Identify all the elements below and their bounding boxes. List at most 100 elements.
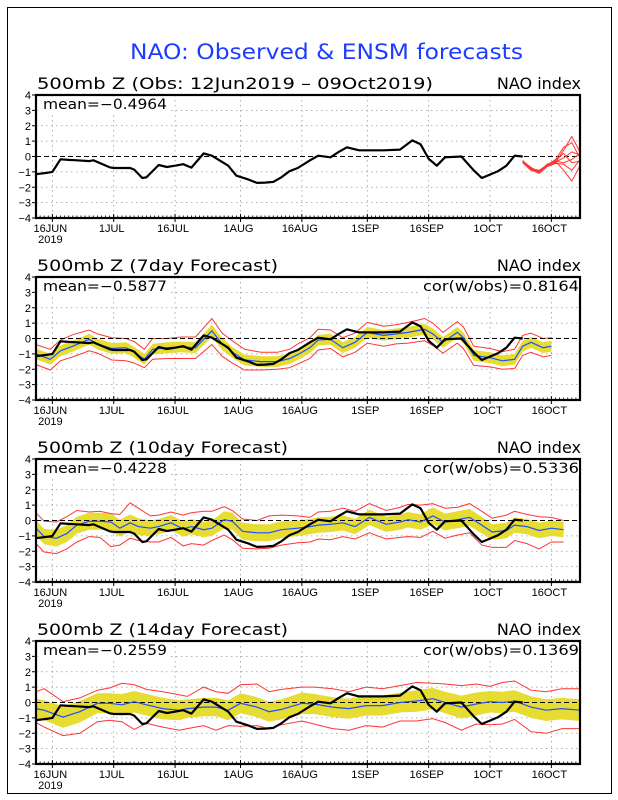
panel-forecast-7day: 500mb Z (7day Forecast) NAO index 4 3 2 1 0 −1 −… <box>18 256 582 428</box>
y-tick-label: −3 <box>18 744 31 756</box>
x-tick-label: 16OCT <box>532 223 568 235</box>
x-tick-label: 16OCT <box>532 405 568 417</box>
ensemble-envelope-upper <box>35 317 552 353</box>
x-tick-label: 1SEP <box>351 223 379 235</box>
y-tick-label: 4 <box>25 454 31 466</box>
ensemble-mean-line <box>35 698 581 718</box>
ensemble-envelope-lower <box>35 530 564 555</box>
ensemble-envelope-lower <box>35 718 580 737</box>
ensemble-member-line <box>522 152 581 174</box>
y-tick-label: −1 <box>18 167 31 179</box>
x-tick-label: 16AUG <box>282 223 318 235</box>
y-tick-label: 1 <box>25 136 31 148</box>
y-tick-label: 0 <box>25 516 31 528</box>
y-tick-label: 4 <box>25 90 31 102</box>
x-tick-label: 16AUG <box>282 769 318 781</box>
x-year-label: 2019 <box>38 780 62 792</box>
y-tick-label: −2 <box>18 182 31 194</box>
y-tick-label: −2 <box>18 728 31 740</box>
x-tick-label: 1AUG <box>224 405 254 417</box>
y-tick-label: 2 <box>25 303 31 315</box>
observed-line <box>35 321 523 366</box>
y-tick-label: 3 <box>25 287 31 299</box>
y-tick-label: −1 <box>18 713 31 725</box>
panel-title: 500mb Z (Obs: 12Jun2019 – 09Oct2019) <box>37 74 433 93</box>
y-tick-label: 3 <box>25 105 31 117</box>
y-tick-label: 0 <box>25 698 31 710</box>
y-tick-label: −1 <box>18 349 31 361</box>
y-tick-label: −3 <box>18 198 31 210</box>
x-tick-label: 16JUL <box>157 405 189 417</box>
x-tick-label: 1OCT <box>473 405 503 417</box>
mean-annotation: mean=−0.2559 <box>43 643 167 659</box>
ensemble-mean-line <box>35 515 564 539</box>
panel-title: 500mb Z (7day Forecast) <box>37 256 278 275</box>
y-tick-label: 3 <box>25 651 31 663</box>
y-tick-label: −2 <box>18 546 31 558</box>
x-tick-label: 1SEP <box>351 769 379 781</box>
x-tick-label: 1OCT <box>473 587 503 599</box>
x-tick-label: 16JUL <box>157 587 189 599</box>
x-year-label: 2019 <box>38 598 62 610</box>
x-tick-label: 1AUG <box>224 223 254 235</box>
x-tick-label: 16JUN <box>34 223 68 235</box>
x-tick-label: 16SEP <box>410 587 444 599</box>
mean-label-background <box>41 643 169 658</box>
x-tick-label: 1JUL <box>99 405 125 417</box>
main-title: NAO: Observed & ENSM forecasts <box>130 40 523 64</box>
panel-forecast-10day: 500mb Z (10day Forecast) NAO index 4 3 2 1 0 −1… <box>18 438 582 610</box>
x-tick-label: 16AUG <box>282 405 318 417</box>
x-tick-label: 16AUG <box>282 587 318 599</box>
mean-label-background <box>41 97 169 112</box>
x-tick-label: 16OCT <box>532 769 568 781</box>
y-tick-label: 2 <box>25 121 31 133</box>
x-tick-label: 1JUL <box>99 769 125 781</box>
x-tick-label: 16OCT <box>532 587 568 599</box>
x-tick-label: 1JUL <box>99 223 125 235</box>
y-tick-label: −2 <box>18 364 31 376</box>
x-year-label: 2019 <box>38 416 62 428</box>
x-tick-label: 16JUN <box>34 587 68 599</box>
correlation-annotation: cor(w/obs)=0.8164 <box>423 279 579 295</box>
correlation-label-background <box>420 643 579 658</box>
x-tick-label: 1JUL <box>99 587 125 599</box>
ensemble-spread-band <box>36 507 564 547</box>
y-tick-label: −4 <box>18 395 31 407</box>
ensemble-envelope-upper <box>35 680 580 703</box>
x-tick-label: 16SEP <box>410 405 444 417</box>
ensemble-spread-band <box>36 323 552 367</box>
x-tick-label: 16JUL <box>157 223 189 235</box>
panel-title: 500mb Z (10day Forecast) <box>37 438 288 457</box>
panel-title: 500mb Z (14day Forecast) <box>37 620 288 639</box>
mean-annotation: mean=−0.4964 <box>43 97 167 113</box>
x-year-label: 2019 <box>38 234 62 246</box>
y-tick-label: 4 <box>25 636 31 648</box>
correlation-label-background <box>420 461 579 476</box>
y-tick-label: −3 <box>18 562 31 574</box>
y-tick-label: −1 <box>18 531 31 543</box>
y-tick-label: 3 <box>25 469 31 481</box>
y-tick-label: 1 <box>25 682 31 694</box>
y-tick-label: 0 <box>25 152 31 164</box>
y-tick-label: −3 <box>18 380 31 392</box>
x-tick-label: 1OCT <box>473 769 503 781</box>
panels: 500mb Z (Obs: 12Jun2019 – 09Oct2019) NAO … <box>18 74 582 792</box>
y-tick-label: 1 <box>25 500 31 512</box>
x-tick-label: 1SEP <box>351 587 379 599</box>
observed-line <box>35 139 523 184</box>
y-tick-label: 2 <box>25 667 31 679</box>
y-tick-label: 1 <box>25 318 31 330</box>
ensemble-envelope-upper <box>35 502 564 523</box>
correlation-annotation: cor(w/obs)=0.1369 <box>423 643 579 659</box>
correlation-annotation: cor(w/obs)=0.5336 <box>423 461 579 477</box>
x-tick-label: 16JUN <box>34 769 68 781</box>
panel-right-title: NAO index <box>497 74 581 93</box>
x-tick-label: 16SEP <box>410 769 444 781</box>
mean-label-background <box>41 279 169 294</box>
y-tick-label: 4 <box>25 272 31 284</box>
ensemble-envelope-lower <box>35 340 552 371</box>
panel-right-title: NAO index <box>497 438 581 457</box>
panel-right-title: NAO index <box>497 620 581 639</box>
panel-forecast-14day: 500mb Z (14day Forecast) NAO index 4 3 2 1 0 −1… <box>18 620 582 792</box>
